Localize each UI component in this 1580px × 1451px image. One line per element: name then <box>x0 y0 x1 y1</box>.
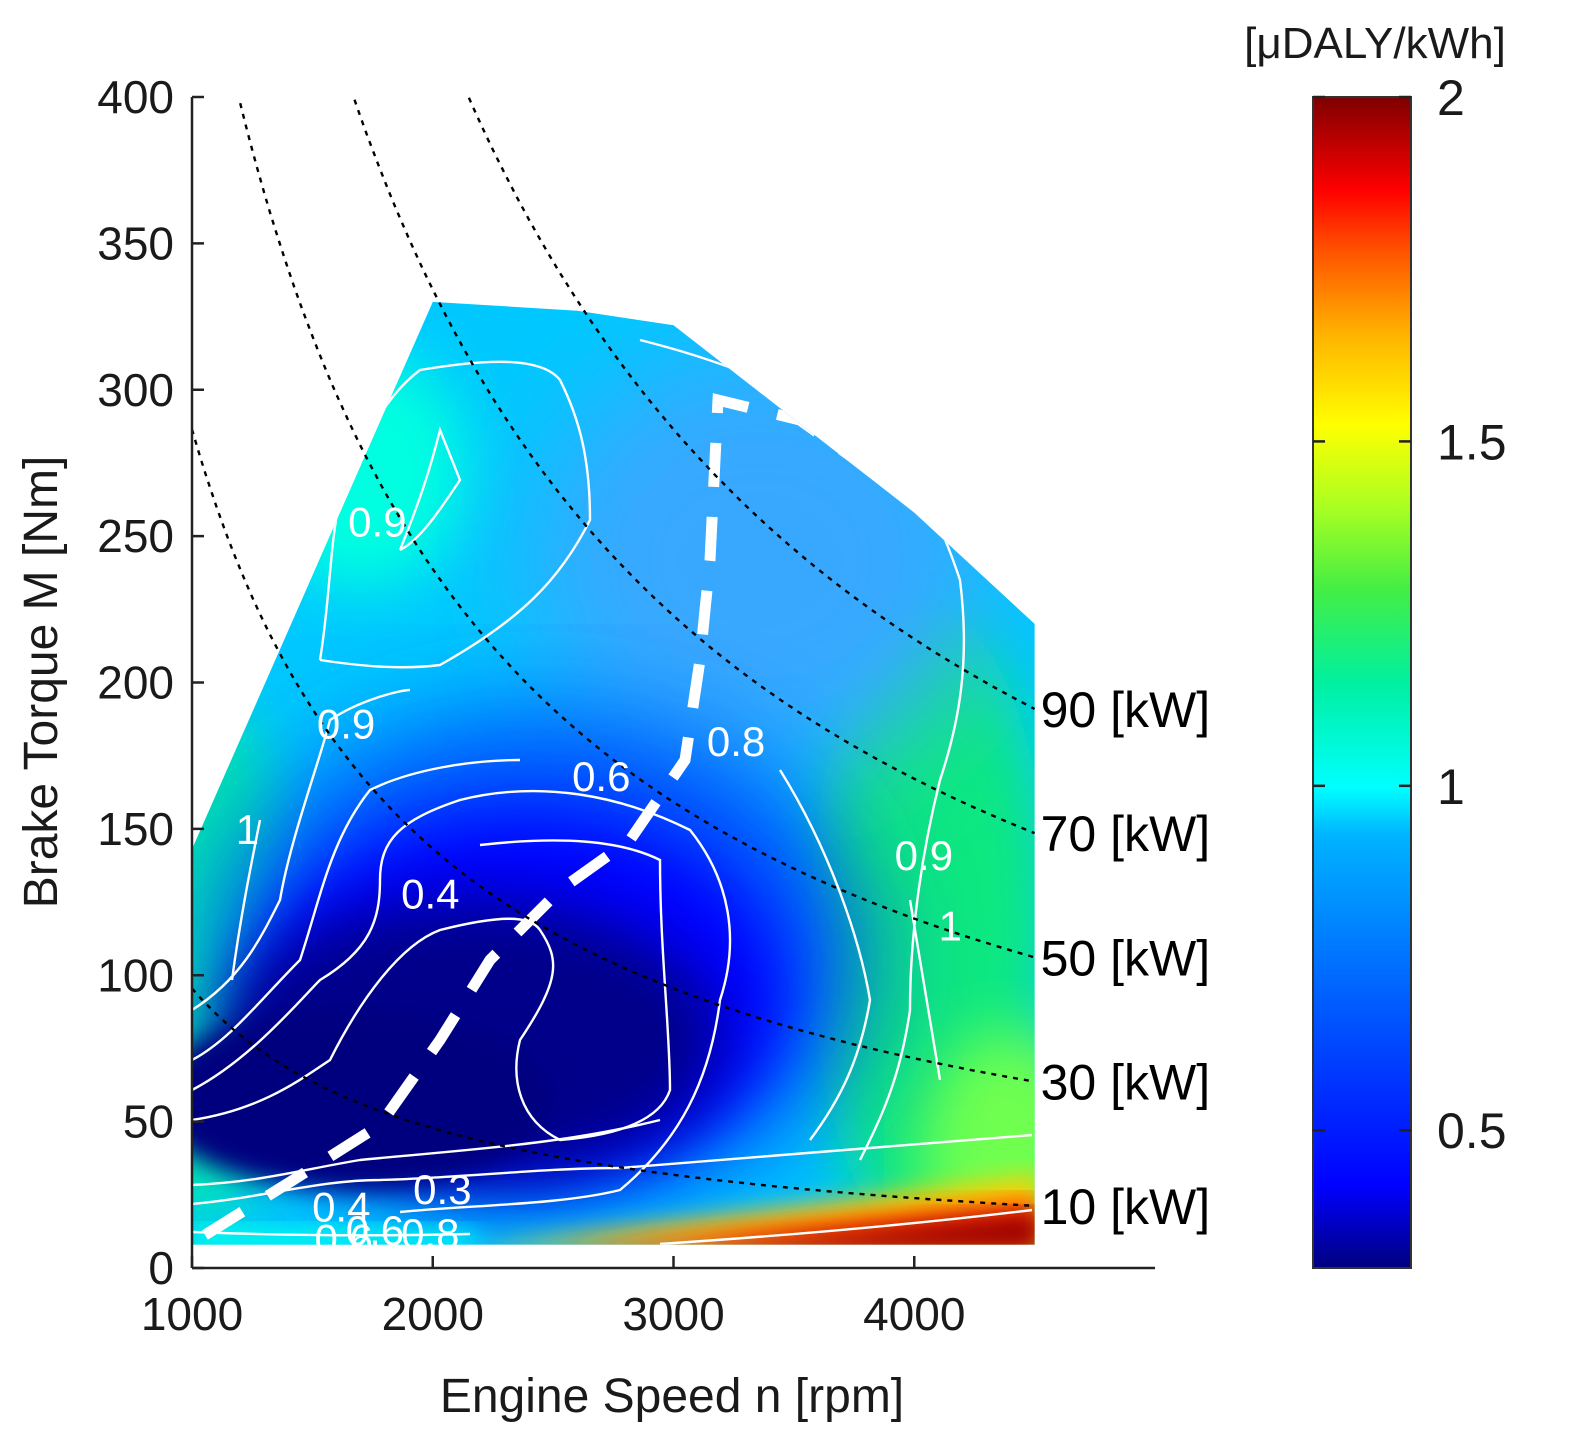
contour-label: 1 <box>939 902 962 949</box>
y-tick-label: 400 <box>97 71 174 123</box>
contour-label: 0.9 <box>895 832 953 879</box>
power-line-label: 70 [kW] <box>1041 806 1210 862</box>
x-tick-label: 1000 <box>141 1288 243 1340</box>
power-line <box>353 99 1036 835</box>
contour-line <box>778 769 872 1141</box>
x-axis-ticks: 1000 2000 3000 4000 <box>141 1256 965 1340</box>
contour-line <box>192 758 521 1062</box>
contour-label: 0.9 <box>348 498 406 545</box>
power-line-label: 10 [kW] <box>1041 1179 1210 1235</box>
power-line <box>192 428 1035 1083</box>
contour-label: 0.8 <box>707 718 765 765</box>
contour-label: 0.4 <box>401 870 459 917</box>
y-tick-label: 300 <box>97 364 174 416</box>
contour-label: 0.6 <box>346 1207 404 1254</box>
y-tick-label: 200 <box>97 657 174 709</box>
contour-line <box>398 426 462 552</box>
x-tick-label: 4000 <box>863 1288 965 1340</box>
contour-line <box>192 1133 1033 1206</box>
contour-line <box>192 789 732 1214</box>
colorbar-tick-label: 0.5 <box>1437 1103 1507 1159</box>
colorbar-tick-label: 1 <box>1437 759 1465 815</box>
y-tick-label: 350 <box>97 217 174 269</box>
contour-line <box>192 839 672 1142</box>
contour-label: 1 <box>236 806 259 853</box>
contour-label: 1 <box>224 455 247 502</box>
x-tick-label: 3000 <box>622 1288 724 1340</box>
contour-value-labels: 10.90.910.60.80.40.910.30.40.60.6 0.8 <box>224 455 962 1263</box>
power-line <box>192 987 1035 1208</box>
axes: 1000 2000 3000 4000 0 50 100 150 200 250 300 350 40… <box>97 71 1155 1340</box>
power-line-label: 90 [kW] <box>1041 682 1210 738</box>
colorbar-tick-label: 1.5 <box>1437 414 1507 470</box>
contour-label: 0.9 <box>317 700 375 747</box>
x-tick-label: 2000 <box>382 1288 484 1340</box>
contour-label: 0.6 <box>314 1216 372 1263</box>
constant-power-lines <box>192 97 1036 1208</box>
contour-label: 0.6 <box>572 753 630 800</box>
colorbar-ticks: 0.5 1 1.5 2 <box>1313 70 1507 1159</box>
y-axis-title: Brake Torque M [Nm] <box>15 456 68 909</box>
y-tick-label: 0 <box>148 1242 174 1294</box>
contour-line <box>192 1118 661 1187</box>
power-line-label: 50 [kW] <box>1041 930 1210 986</box>
colorbar-tick-label: 2 <box>1437 70 1465 126</box>
contour-line <box>192 688 411 1012</box>
x-axis-title: Engine Speed n [rpm] <box>440 1370 904 1423</box>
colorbar-unit: [μDALY/kWh] <box>1244 19 1506 68</box>
power-line-labels: 10 [kW] 30 [kW] 50 [kW] 70 [kW] 90 [kW] <box>1041 682 1210 1235</box>
contour-label: 0.3 <box>413 1166 471 1213</box>
optimal-operating-line <box>202 393 874 1240</box>
colorbar-gradient <box>1312 96 1412 1269</box>
y-tick-label: 50 <box>123 1096 174 1148</box>
power-line-label: 30 [kW] <box>1041 1055 1210 1111</box>
contour-line <box>908 899 942 1081</box>
y-axis-ticks: 0 50 100 150 200 250 300 350 400 <box>97 71 204 1294</box>
y-tick-label: 250 <box>97 510 174 562</box>
colorbar: 0.5 1 1.5 2 [μDALY/kWh] <box>1244 19 1507 1269</box>
y-tick-label: 100 <box>97 949 174 1001</box>
contour-label: 0.8 <box>401 1210 459 1257</box>
y-tick-label: 150 <box>97 803 174 855</box>
contour-line <box>230 819 262 981</box>
contour-label: 0.4 <box>312 1184 370 1231</box>
contour-line <box>192 1230 471 1237</box>
contour-line <box>659 1208 1033 1245</box>
